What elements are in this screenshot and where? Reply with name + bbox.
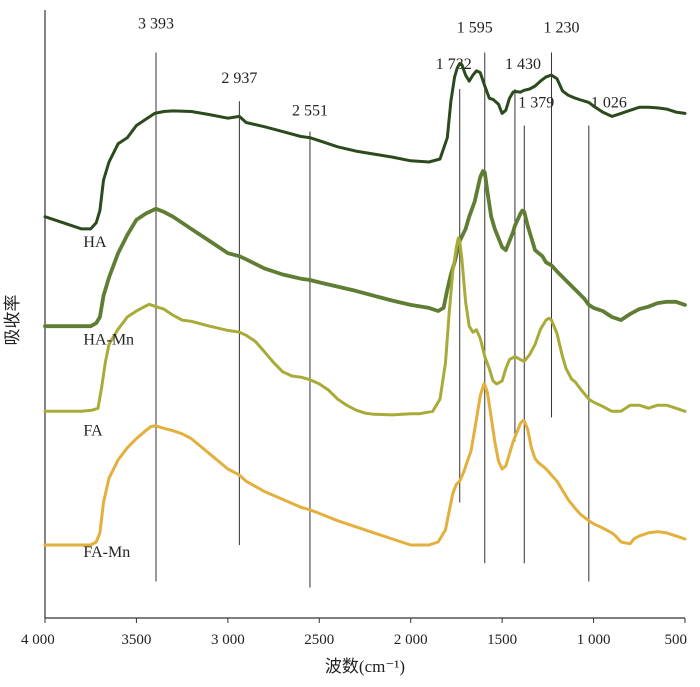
peak-label-1595: 1 595: [457, 20, 493, 37]
x-tick-label-500: 500: [665, 632, 688, 648]
peak-markers: 3 393 2 937 2 551 1 732 1 595 1 430 1 379 1 230…: [138, 16, 627, 588]
peak-label-3393: 3 393: [138, 16, 174, 33]
x-axis-title: 波数(cm⁻¹): [325, 657, 405, 676]
x-tick-label-3500: 3500: [121, 632, 151, 648]
x-tick-label-3000: 3 000: [211, 632, 245, 648]
peak-label-1732: 1 732: [436, 56, 472, 73]
peak-label-1026: 1 026: [591, 95, 627, 112]
series-label-fa: FA: [83, 423, 103, 440]
peak-label-1230: 1 230: [544, 20, 580, 37]
x-tick-label-1500: 1500: [487, 632, 517, 648]
x-tick-label-1000: 1 000: [577, 632, 611, 648]
series-labels: HA HA-Mn FA FA-Mn: [83, 234, 134, 561]
series-label-ha: HA: [83, 234, 107, 251]
series-line-fa-mn: [43, 382, 687, 547]
peak-label-2551: 2 551: [292, 103, 328, 120]
series-line-ha-mn: [43, 169, 687, 329]
y-axis-title: 吸收率: [3, 295, 22, 346]
x-axis-ticks: 4 000 3500 3 000 2500 2 000 1500 1 000 500: [21, 618, 687, 648]
series-line-ha: [43, 62, 687, 231]
series-label-fa-mn: FA-Mn: [83, 544, 130, 561]
peak-label-2937: 2 937: [221, 70, 257, 87]
x-tick-label-4000: 4 000: [21, 632, 55, 648]
series-label-ha-mn: HA-Mn: [83, 331, 134, 348]
peak-label-1379: 1 379: [518, 95, 554, 112]
series-line-fa: [43, 236, 687, 417]
x-tick-label-2500: 2500: [304, 632, 334, 648]
x-tick-label-2000: 2 000: [394, 632, 428, 648]
plot-area: [44, 10, 685, 619]
peak-label-1430: 1 430: [505, 56, 541, 73]
spectra-series: [43, 62, 687, 547]
